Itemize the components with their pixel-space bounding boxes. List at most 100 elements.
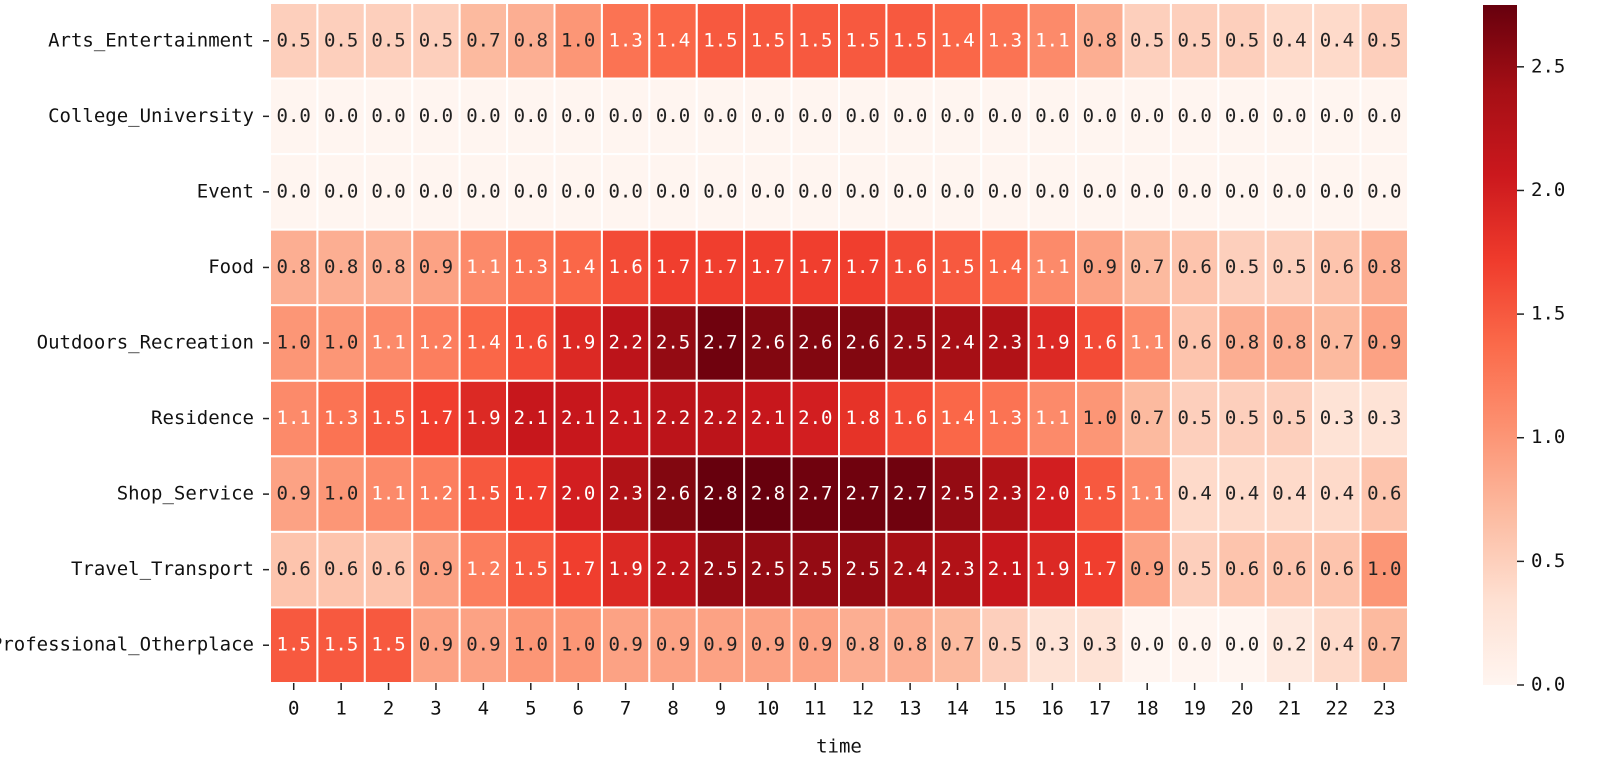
heatmap-cell	[838, 2, 888, 80]
heatmap-cell	[743, 228, 793, 307]
x-tick-label: 9	[715, 698, 726, 720]
cell-label: 0.6	[1320, 256, 1354, 278]
heatmap-cell	[458, 455, 509, 533]
cell-label: 0.0	[514, 105, 548, 127]
cell-label: 0.3	[1035, 634, 1069, 656]
cell-label: 1.1	[371, 483, 405, 505]
cell-label: 0.0	[324, 180, 358, 202]
heatmap-cell	[1169, 455, 1220, 533]
cell-label: 0.0	[940, 180, 974, 202]
heatmap-cell	[553, 606, 603, 685]
x-tick-label: 5	[525, 698, 536, 720]
x-tick-label: 16	[1041, 698, 1064, 720]
heatmap-cell	[932, 606, 983, 685]
cell-label: 1.5	[277, 634, 311, 656]
cell-label: 0.5	[277, 29, 311, 51]
heatmap-cell	[980, 153, 1030, 231]
cell-label: 1.5	[751, 29, 785, 51]
cell-label: 1.3	[988, 29, 1022, 51]
x-tick-label: 10	[756, 698, 779, 720]
x-tick-label: 3	[430, 698, 441, 720]
cell-label: 0.5	[1225, 407, 1259, 429]
colorbar-tick-label: 0.5	[1531, 550, 1565, 572]
cell-label: 2.3	[988, 483, 1022, 505]
cell-label: 0.3	[1367, 407, 1401, 429]
heatmap-cell	[1169, 228, 1220, 307]
cell-label: 1.0	[324, 483, 358, 505]
cell-label: 1.5	[940, 256, 974, 278]
heatmap-cell	[1217, 228, 1267, 307]
heatmap-cell	[1027, 77, 1078, 156]
cell-label: 0.0	[988, 180, 1022, 202]
colorbar-tick-label: 0.0	[1531, 674, 1565, 696]
cell-label: 1.5	[1083, 483, 1117, 505]
heatmap-cell	[1312, 379, 1362, 458]
heatmap-cell	[1122, 304, 1172, 382]
cell-label: 0.0	[608, 180, 642, 202]
heatmap-cell	[838, 455, 888, 533]
cell-label: 2.8	[751, 483, 785, 505]
heatmap-cell	[553, 153, 603, 231]
x-tick-label: 1	[335, 698, 346, 720]
x-tick-label: 11	[804, 698, 827, 720]
cell-label: 0.7	[1367, 634, 1401, 656]
cell-label: 1.1	[1130, 483, 1164, 505]
cell-label: 2.5	[703, 558, 737, 580]
cell-label: 0.0	[371, 105, 405, 127]
cell-label: 0.0	[1177, 634, 1211, 656]
cell-label: 0.0	[1225, 180, 1259, 202]
cell-label: 0.8	[846, 634, 880, 656]
cell-label: 2.5	[751, 558, 785, 580]
heatmap-cell	[269, 153, 319, 231]
heatmap-cell	[1027, 153, 1078, 231]
heatmap-cell	[743, 77, 793, 156]
cell-label: 1.1	[466, 256, 500, 278]
cell-label: 0.0	[277, 180, 311, 202]
cell-label: 1.3	[608, 29, 642, 51]
heatmap-cell	[506, 304, 556, 382]
cell-label: 0.8	[371, 256, 405, 278]
heatmap-cell	[885, 2, 935, 80]
cell-label: 2.0	[561, 483, 595, 505]
cell-label: 0.5	[1225, 29, 1259, 51]
x-tick-label: 19	[1183, 698, 1206, 720]
cell-label: 2.5	[798, 558, 832, 580]
cell-label: 0.4	[1177, 483, 1211, 505]
cell-label: 0.5	[988, 634, 1022, 656]
heatmap-cell	[743, 304, 793, 382]
cell-label: 1.5	[371, 407, 405, 429]
y-tick-label: Event	[197, 180, 254, 202]
heatmap-cell	[648, 2, 698, 80]
cell-label: 1.3	[514, 256, 548, 278]
heatmap-cell	[885, 606, 935, 685]
heatmap-cell	[600, 530, 651, 609]
cell-label: 1.6	[893, 407, 927, 429]
cell-label: 0.0	[893, 105, 927, 127]
cell-label: 0.5	[1272, 407, 1306, 429]
cell-label: 1.8	[846, 407, 880, 429]
cell-label: 1.7	[751, 256, 785, 278]
cell-label: 0.0	[1225, 634, 1259, 656]
cell-label: 0.0	[893, 180, 927, 202]
heatmap-cell	[838, 228, 888, 307]
heatmap-cell	[980, 606, 1030, 685]
cell-label: 0.2	[1272, 634, 1306, 656]
cell-label: 2.5	[656, 332, 690, 354]
cell-label: 0.6	[1177, 256, 1211, 278]
cell-label: 1.1	[371, 332, 405, 354]
heatmap-cell	[1169, 530, 1220, 609]
heatmap-cell	[363, 77, 414, 156]
cell-label: 1.4	[656, 29, 690, 51]
cell-label: 0.0	[798, 180, 832, 202]
cell-label: 2.0	[798, 407, 832, 429]
cell-label: 1.7	[419, 407, 453, 429]
cell-label: 0.0	[466, 180, 500, 202]
heatmap-cell	[506, 530, 556, 609]
x-tick-label: 6	[572, 698, 583, 720]
cell-label: 2.3	[988, 332, 1022, 354]
cell-label: 0.7	[940, 634, 974, 656]
y-tick-label: Shop_Service	[117, 483, 254, 505]
cell-label: 0.9	[1130, 558, 1164, 580]
cell-label: 2.7	[893, 483, 927, 505]
